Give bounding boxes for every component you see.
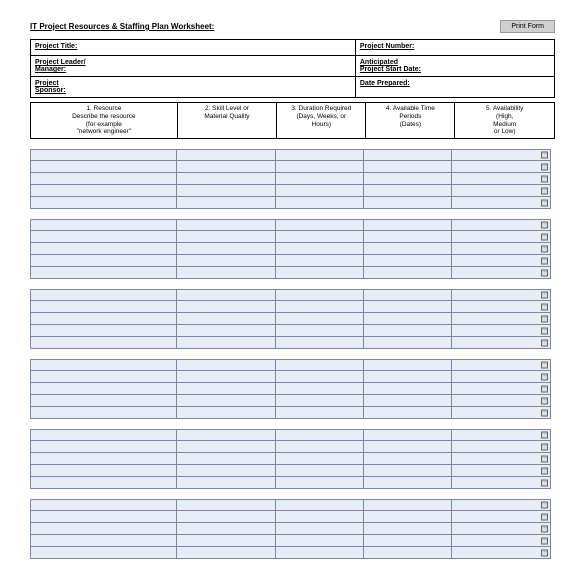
row-group: ⋯ ⋯ ⋯ ⋯ ⋯ (30, 149, 555, 209)
dropdown-icon[interactable]: ⋯ (541, 513, 548, 520)
data-entry-grid: ⋯ ⋯ ⋯ ⋯ ⋯ ⋯ ⋯ ⋯ ⋯ ⋯ ⋯ ⋯ ⋯ ⋯ ⋯ ⋯ ⋯ ⋯ ⋯ ⋯ ⋯ ⋯ ⋯ ⋯ ⋯ ⋯ ⋯ ⋯ ⋯ ⋯ (30, 149, 555, 559)
input-cell[interactable] (30, 476, 177, 489)
table-row: ⋯ (30, 267, 555, 279)
input-cell[interactable] (30, 406, 177, 419)
dropdown-icon[interactable]: ⋯ (541, 315, 548, 322)
input-cell[interactable]: ⋯ (451, 476, 551, 489)
input-cell[interactable] (275, 196, 364, 209)
input-cell[interactable] (363, 476, 452, 489)
input-cell[interactable] (275, 336, 364, 349)
dropdown-icon[interactable]: ⋯ (541, 432, 548, 439)
input-cell[interactable] (363, 196, 452, 209)
row-group: ⋯ ⋯ ⋯ ⋯ ⋯ (30, 359, 555, 419)
input-cell[interactable] (176, 196, 276, 209)
dropdown-icon[interactable]: ⋯ (541, 502, 548, 509)
dropdown-icon[interactable]: ⋯ (541, 292, 548, 299)
dropdown-icon[interactable]: ⋯ (541, 222, 548, 229)
dropdown-icon[interactable]: ⋯ (541, 373, 548, 380)
row-group: ⋯ ⋯ ⋯ ⋯ ⋯ (30, 499, 555, 559)
dropdown-icon[interactable]: ⋯ (541, 233, 548, 240)
page-title: IT Project Resources & Staffing Plan Wor… (30, 22, 214, 31)
table-row: ⋯ (30, 477, 555, 489)
input-cell[interactable] (275, 406, 364, 419)
label-anticipated-start: Anticipated Project Start Date: (355, 56, 554, 77)
dropdown-icon[interactable]: ⋯ (541, 187, 548, 194)
dropdown-icon[interactable]: ⋯ (541, 245, 548, 252)
input-cell[interactable] (176, 336, 276, 349)
dropdown-icon[interactable]: ⋯ (541, 269, 548, 276)
table-row: ⋯ (30, 547, 555, 559)
dropdown-icon[interactable]: ⋯ (541, 455, 548, 462)
input-cell[interactable] (176, 406, 276, 419)
input-cell[interactable] (363, 336, 452, 349)
row-group: ⋯ ⋯ ⋯ ⋯ ⋯ (30, 429, 555, 489)
dropdown-icon[interactable]: ⋯ (541, 525, 548, 532)
label-project-title: Project Title: (31, 40, 356, 56)
input-cell[interactable] (363, 546, 452, 559)
col-header-periods: 4. Available Time Periods (Dates) (366, 103, 455, 139)
input-cell[interactable]: ⋯ (451, 546, 551, 559)
input-cell[interactable]: ⋯ (451, 406, 551, 419)
dropdown-icon[interactable]: ⋯ (541, 303, 548, 310)
input-cell[interactable] (176, 546, 276, 559)
dropdown-icon[interactable]: ⋯ (541, 339, 548, 346)
dropdown-icon[interactable]: ⋯ (541, 479, 548, 486)
row-group: ⋯ ⋯ ⋯ ⋯ ⋯ (30, 289, 555, 349)
label-date-prepared: Date Prepared: (355, 77, 554, 98)
dropdown-icon[interactable]: ⋯ (541, 327, 548, 334)
table-row: ⋯ (30, 337, 555, 349)
input-cell[interactable] (176, 476, 276, 489)
input-cell[interactable]: ⋯ (451, 196, 551, 209)
input-cell[interactable] (30, 546, 177, 559)
input-cell[interactable] (30, 336, 177, 349)
col-header-skill: 2. Skill Level or Material Quality (177, 103, 277, 139)
label-project-leader: Project Leader/ Manager: (31, 56, 356, 77)
col-header-resource: 1. Resource Describe the resource (for e… (31, 103, 178, 139)
input-cell[interactable]: ⋯ (451, 336, 551, 349)
dropdown-icon[interactable]: ⋯ (541, 397, 548, 404)
input-cell[interactable] (275, 266, 364, 279)
dropdown-icon[interactable]: ⋯ (541, 175, 548, 182)
dropdown-icon[interactable]: ⋯ (541, 409, 548, 416)
project-info-table: Project Title: Project Number: Project L… (30, 39, 555, 98)
dropdown-icon[interactable]: ⋯ (541, 152, 548, 159)
label-project-sponsor: Project Sponsor: (31, 77, 356, 98)
table-row: ⋯ (30, 197, 555, 209)
dropdown-icon[interactable]: ⋯ (541, 385, 548, 392)
col-header-availability: 5. Availability (High, Medium or Low) (455, 103, 555, 139)
row-group: ⋯ ⋯ ⋯ ⋯ ⋯ (30, 219, 555, 279)
input-cell[interactable] (363, 266, 452, 279)
dropdown-icon[interactable]: ⋯ (541, 549, 548, 556)
input-cell[interactable] (275, 476, 364, 489)
dropdown-icon[interactable]: ⋯ (541, 163, 548, 170)
input-cell[interactable] (275, 546, 364, 559)
label-project-number: Project Number: (355, 40, 554, 56)
input-cell[interactable] (363, 406, 452, 419)
input-cell[interactable] (30, 266, 177, 279)
dropdown-icon[interactable]: ⋯ (541, 362, 548, 369)
dropdown-icon[interactable]: ⋯ (541, 467, 548, 474)
input-cell[interactable] (176, 266, 276, 279)
col-header-duration: 3. Duration Required (Days, Weeks, or Ho… (277, 103, 366, 139)
dropdown-icon[interactable]: ⋯ (541, 199, 548, 206)
dropdown-icon[interactable]: ⋯ (541, 257, 548, 264)
dropdown-icon[interactable]: ⋯ (541, 537, 548, 544)
print-form-button[interactable]: Print Form (500, 20, 555, 33)
dropdown-icon[interactable]: ⋯ (541, 443, 548, 450)
input-cell[interactable] (30, 196, 177, 209)
input-cell[interactable]: ⋯ (451, 266, 551, 279)
table-row: ⋯ (30, 407, 555, 419)
column-headers: 1. Resource Describe the resource (for e… (30, 102, 555, 139)
